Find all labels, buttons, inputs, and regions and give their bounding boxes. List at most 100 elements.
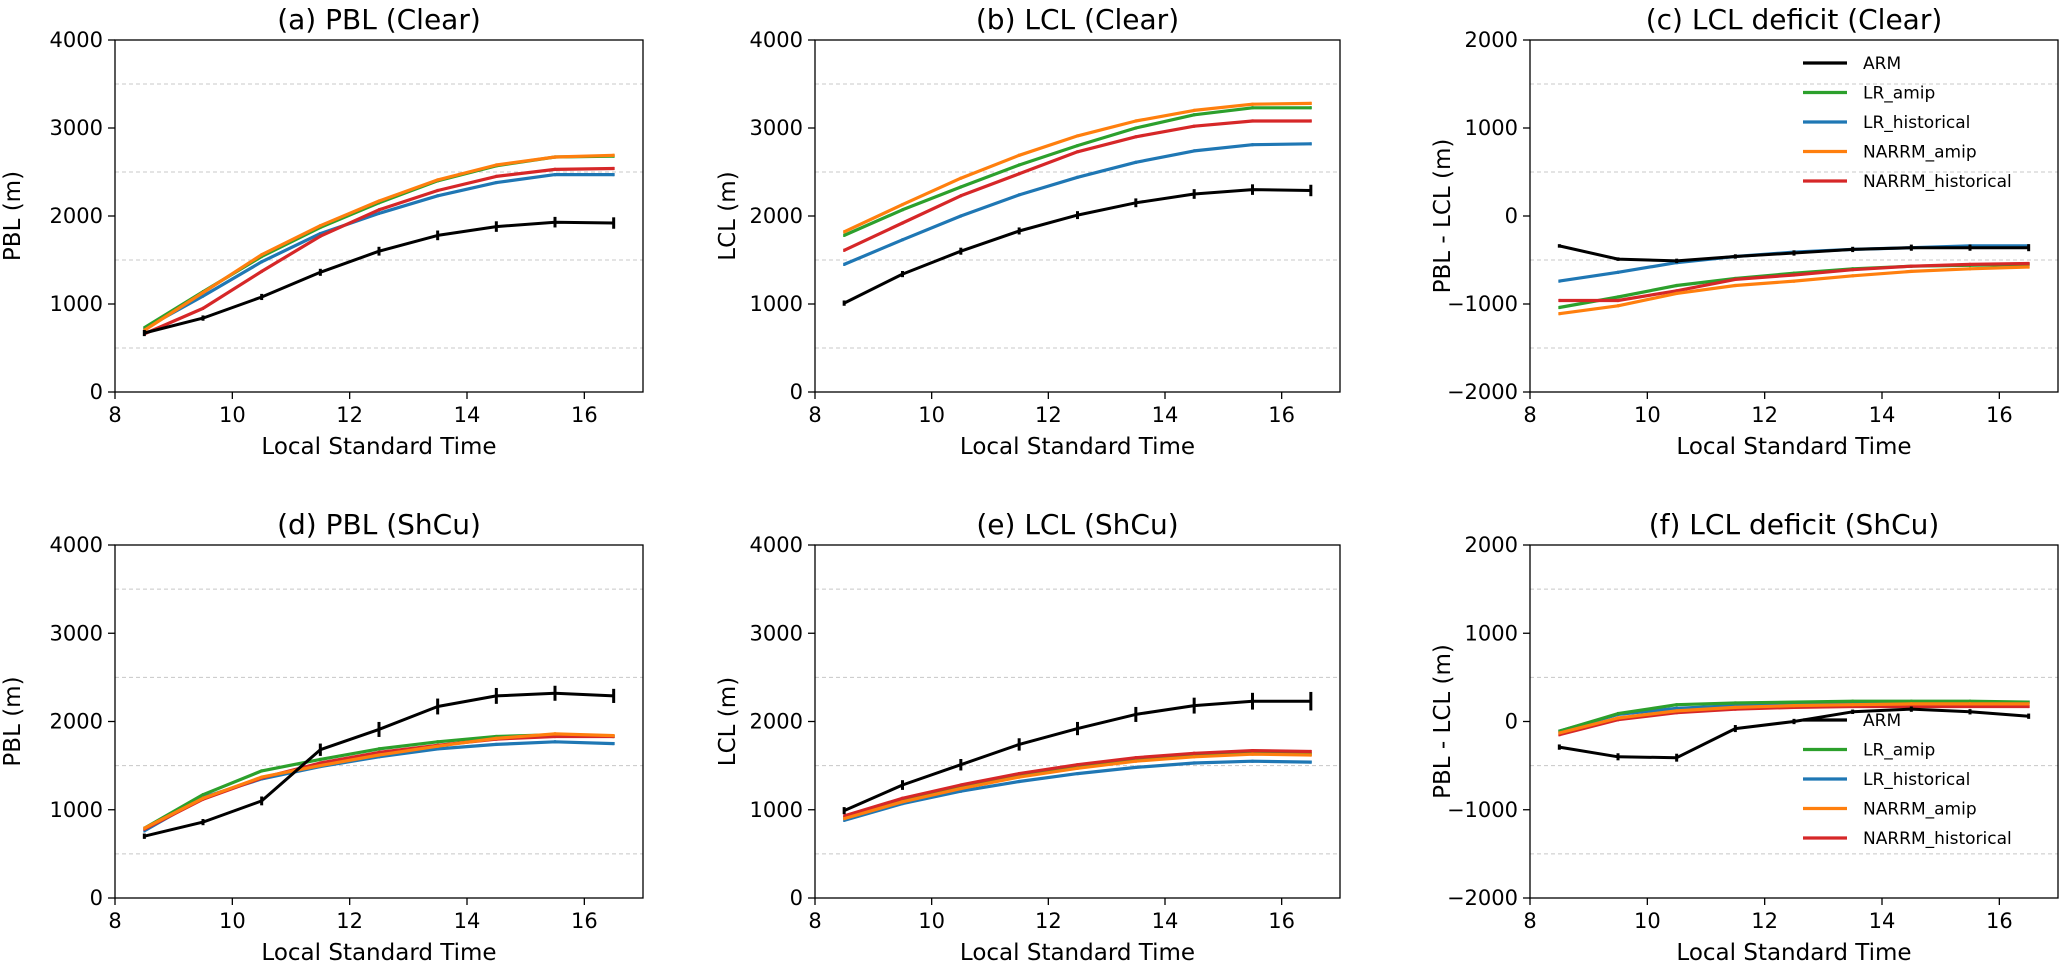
chart-title: (c) LCL deficit (Clear) [1646, 3, 1943, 36]
y-tick-label: 0 [790, 886, 803, 910]
series-NARRM_amip [143, 732, 615, 830]
y-tick-label: 3000 [750, 621, 803, 645]
x-tick-label: 10 [219, 403, 246, 427]
series-ARM [842, 691, 1313, 815]
x-axis-label: Local Standard Time [1676, 940, 1911, 966]
panel-c: 8 10 12 14 16 −2000 −1000 0 1000 2000 (c) LCL defi… [1430, 3, 2059, 460]
x-tick-label: 10 [1634, 403, 1661, 427]
series-line-LR_historical [843, 759, 1311, 822]
plot-frame [114, 39, 644, 393]
series-line-NARRM_historical [843, 119, 1311, 252]
x-axis-label: Local Standard Time [261, 940, 496, 966]
y-tick-label: 1000 [750, 292, 803, 316]
y-tick-label: 3000 [50, 621, 103, 645]
x-tick-label: 8 [1523, 909, 1536, 933]
series-ARM [1557, 706, 2031, 762]
y-tick-label: 0 [90, 380, 103, 404]
series-line-NARRM_amip [143, 153, 614, 332]
y-tick-label: −1000 [1447, 292, 1518, 316]
x-tick-label: 14 [454, 403, 481, 427]
series-LR_amip [1558, 699, 2030, 733]
panel-d: 8 10 12 14 16 0 1000 2000 3000 4000 (d) PBL (ShCu)… [0, 508, 644, 966]
x-tick-label: 12 [1751, 909, 1778, 933]
y-tick-label: 1000 [1465, 116, 1518, 140]
y-tick-label: 2000 [750, 204, 803, 228]
legend-label-LR_historical: LR_historical [1863, 113, 1970, 133]
series-NARRM_amip [843, 101, 1312, 234]
series-ARM [142, 216, 616, 337]
x-axis-label: Local Standard Time [960, 434, 1195, 460]
y-tick-label: 0 [790, 380, 803, 404]
chart-title: (d) PBL (ShCu) [277, 508, 481, 541]
y-tick-label: 3000 [750, 116, 803, 140]
x-tick-label: 16 [1986, 909, 2013, 933]
y-tick-label: 4000 [750, 28, 803, 52]
x-tick-label: 10 [219, 909, 246, 933]
panel-a: 8 10 12 14 16 0 1000 2000 3000 4000 (a) PBL (Clear… [0, 3, 644, 460]
legend-label-LR_historical: LR_historical [1863, 770, 1970, 790]
x-tick-label: 14 [454, 909, 481, 933]
x-tick-label: 10 [1634, 909, 1661, 933]
series-NARRM_amip [843, 752, 1312, 821]
x-tick-label: 14 [1869, 909, 1896, 933]
x-axis-label: Local Standard Time [1676, 434, 1911, 460]
x-tick-label: 16 [1986, 403, 2013, 427]
y-tick-label: 4000 [50, 28, 103, 52]
legend-label-LR_amip: LR_amip [1863, 741, 1935, 761]
legend-label-ARM: ARM [1863, 54, 1901, 74]
x-tick-label: 8 [108, 403, 121, 427]
series-ARM [1557, 244, 2031, 264]
panel-e: 8 10 12 14 16 0 1000 2000 3000 4000 (e) LCL (ShCu)… [715, 508, 1341, 966]
chart-title: (e) LCL (ShCu) [976, 508, 1178, 541]
x-tick-label: 12 [1035, 403, 1062, 427]
plot-frame [1529, 39, 2059, 393]
panel-f: 8 10 12 14 16 −2000 −1000 0 1000 2000 (f) LCL defi… [1430, 508, 2059, 966]
series-LR_amip [143, 154, 615, 330]
x-tick-label: 12 [336, 403, 363, 427]
x-tick-label: 14 [1152, 403, 1179, 427]
y-tick-label: 4000 [50, 533, 103, 557]
plot-frame [814, 544, 1341, 899]
series-line-ARM [143, 691, 614, 838]
x-axis-label: Local Standard Time [261, 434, 496, 460]
y-tick-label: −2000 [1447, 380, 1518, 404]
y-tick-label: 4000 [750, 533, 803, 557]
x-tick-label: 14 [1869, 403, 1896, 427]
legend-label-NARRM_amip: NARRM_amip [1863, 800, 1977, 820]
y-axis-label: PBL - LCL (m) [1430, 644, 1456, 799]
legend-label-NARRM_historical: NARRM_historical [1863, 829, 2012, 849]
legend-label-NARRM_historical: NARRM_historical [1863, 172, 2012, 192]
x-axis-label: Local Standard Time [960, 940, 1195, 966]
y-axis-label: PBL (m) [0, 676, 26, 766]
y-tick-label: 1000 [1465, 621, 1518, 645]
legend: ARM LR_amip LR_historical NARRM_amip NARRM_h… [1803, 54, 2012, 192]
legend-label-LR_amip: LR_amip [1863, 84, 1935, 104]
x-tick-label: 16 [1268, 403, 1295, 427]
series-ARM [142, 685, 616, 839]
x-tick-label: 8 [108, 909, 121, 933]
series-LR_historical [843, 142, 1312, 266]
series-NARRM_historical [843, 748, 1312, 818]
x-tick-label: 12 [1035, 909, 1062, 933]
series-NARRM_historical [843, 119, 1312, 252]
chart-title: (a) PBL (Clear) [277, 3, 481, 36]
chart-title: (f) LCL deficit (ShCu) [1649, 508, 1940, 541]
y-axis-label: PBL (m) [0, 171, 26, 261]
series-NARRM_historical [1558, 261, 2030, 303]
y-tick-label: −1000 [1447, 798, 1518, 822]
x-tick-label: 10 [918, 909, 945, 933]
x-tick-label: 16 [571, 909, 598, 933]
legend-label-ARM: ARM [1863, 711, 1901, 731]
x-tick-label: 10 [918, 403, 945, 427]
panel-b: 8 10 12 14 16 0 1000 2000 3000 4000 (b) LCL (Clear… [715, 3, 1341, 460]
x-tick-label: 12 [336, 909, 363, 933]
y-tick-label: 1000 [50, 798, 103, 822]
y-tick-label: 1000 [50, 292, 103, 316]
chart-title: (b) LCL (Clear) [976, 3, 1179, 36]
legend-label-NARRM_amip: NARRM_amip [1863, 143, 1977, 163]
series-LR_amip [843, 106, 1312, 237]
y-axis-label: LCL (m) [715, 677, 741, 766]
x-tick-label: 14 [1152, 909, 1179, 933]
y-tick-label: 2000 [1465, 28, 1518, 52]
series-LR_amip [143, 733, 615, 830]
